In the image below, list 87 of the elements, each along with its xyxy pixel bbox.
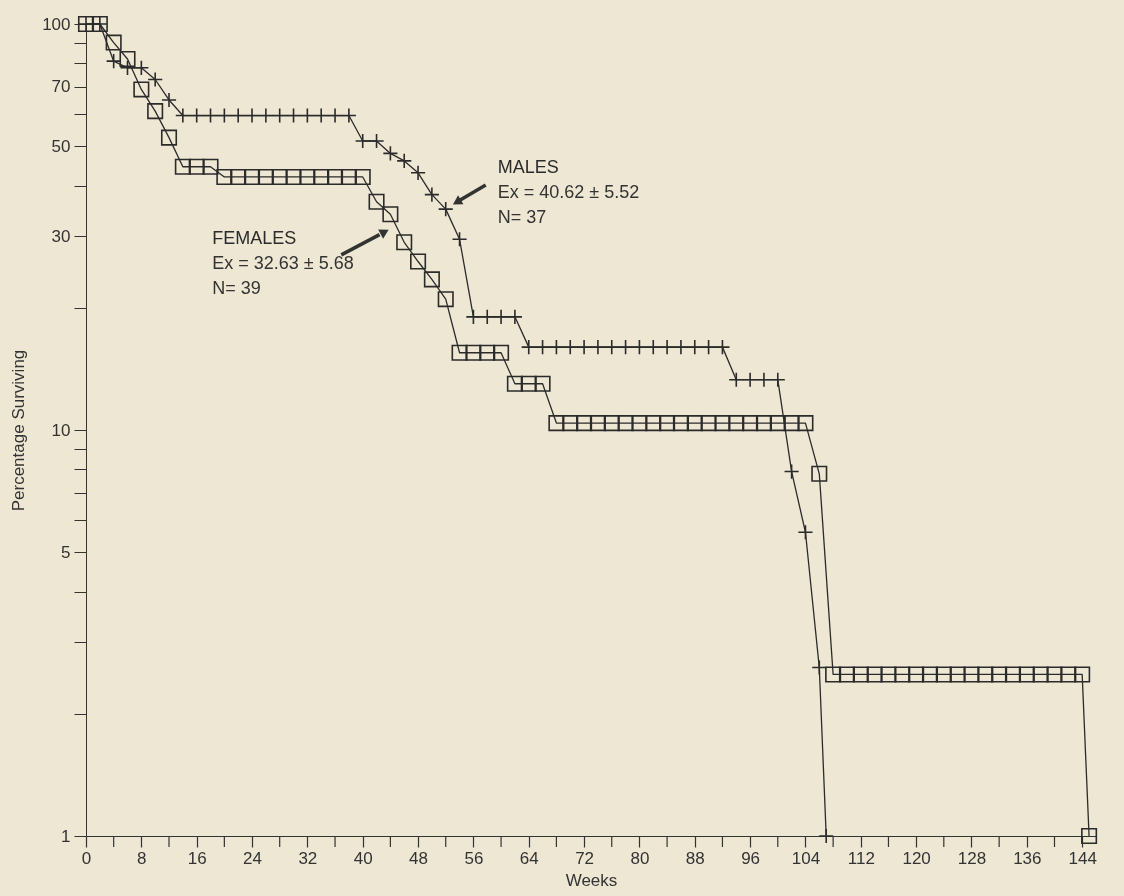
- x-tick-label: 80: [630, 848, 650, 868]
- y-tick-label: 50: [51, 136, 71, 156]
- x-tick-label: 104: [791, 848, 821, 868]
- annotation: N= 39: [212, 277, 261, 298]
- y-tick-label: 100: [42, 14, 71, 34]
- x-axis-title: Weeks: [565, 870, 618, 890]
- x-tick-label: 32: [298, 848, 318, 868]
- point: [603, 339, 620, 355]
- point: [230, 107, 247, 124]
- x-tick-label: 96: [741, 848, 761, 868]
- point: [161, 92, 177, 108]
- y-tick-label: 30: [51, 226, 71, 246]
- point: [188, 107, 205, 124]
- point: [105, 53, 122, 70]
- point: [327, 107, 343, 124]
- y-tick-label: 10: [51, 420, 71, 440]
- x-tick-label: 128: [957, 848, 987, 868]
- point: [341, 107, 357, 124]
- x-tick-label: 64: [519, 848, 539, 868]
- point: [202, 107, 219, 124]
- x-tick-label: 8: [137, 848, 147, 868]
- point: [534, 339, 551, 355]
- point: [285, 107, 302, 124]
- x-tick-label: 120: [902, 848, 931, 868]
- point: [147, 71, 164, 88]
- point: [686, 339, 703, 355]
- x-tick-label: 56: [464, 848, 484, 868]
- annotation: N= 37: [497, 207, 547, 228]
- point: [410, 164, 426, 181]
- x-tick-label: 112: [847, 848, 875, 868]
- point: [507, 308, 523, 325]
- text: FEMALES: [212, 227, 297, 248]
- point: [617, 339, 634, 355]
- point: [299, 107, 316, 124]
- point: [493, 308, 509, 325]
- point: [783, 463, 800, 480]
- point: [451, 231, 468, 248]
- point: [244, 107, 260, 124]
- point: [354, 133, 371, 149]
- point: [133, 59, 150, 76]
- point: [368, 133, 385, 149]
- y-tick-label: 1: [61, 826, 71, 846]
- point: [811, 659, 828, 676]
- point: [174, 107, 191, 124]
- point: [216, 107, 233, 124]
- x-tick-label: 72: [575, 848, 595, 868]
- x-tick-label: 0: [81, 848, 92, 868]
- point: [520, 339, 537, 355]
- point: [631, 339, 648, 355]
- x-tick-label: 48: [409, 848, 429, 868]
- point: [548, 339, 565, 355]
- point: [382, 145, 399, 162]
- point: [700, 339, 717, 355]
- point: [673, 339, 689, 355]
- point: [769, 371, 786, 388]
- point: [437, 201, 454, 217]
- x-tick-label: 16: [187, 848, 207, 868]
- x-tick-label: 144: [1068, 848, 1097, 868]
- point: [576, 339, 592, 355]
- point: [659, 339, 675, 355]
- point: [91, 16, 108, 32]
- annotation: Ex = 40.62 ± 5.52: [497, 182, 640, 203]
- point: [78, 16, 94, 32]
- text: MALES: [497, 157, 559, 178]
- point: [479, 308, 496, 325]
- x-tick-label: 40: [353, 848, 373, 868]
- point: [313, 107, 330, 124]
- point: [257, 107, 274, 124]
- point: [424, 186, 440, 203]
- point: [645, 339, 662, 355]
- point: [714, 339, 731, 355]
- annotation: Ex = 32.63 ± 5.68: [212, 252, 354, 273]
- point: [562, 339, 579, 355]
- point: [728, 371, 745, 388]
- x-tick-label: 136: [1013, 848, 1042, 868]
- x-tick-label: 88: [685, 848, 705, 868]
- point: [396, 153, 413, 169]
- point: [818, 828, 835, 844]
- y-tick-label: 5: [61, 542, 71, 562]
- point: [465, 308, 482, 325]
- y-axis-title: Percentage Surviving: [9, 349, 29, 512]
- point: [271, 107, 288, 124]
- point: [119, 59, 136, 76]
- point: [797, 524, 814, 541]
- point: [590, 339, 606, 355]
- y-tick-label: 70: [51, 77, 71, 97]
- x-tick-label: 24: [243, 848, 262, 868]
